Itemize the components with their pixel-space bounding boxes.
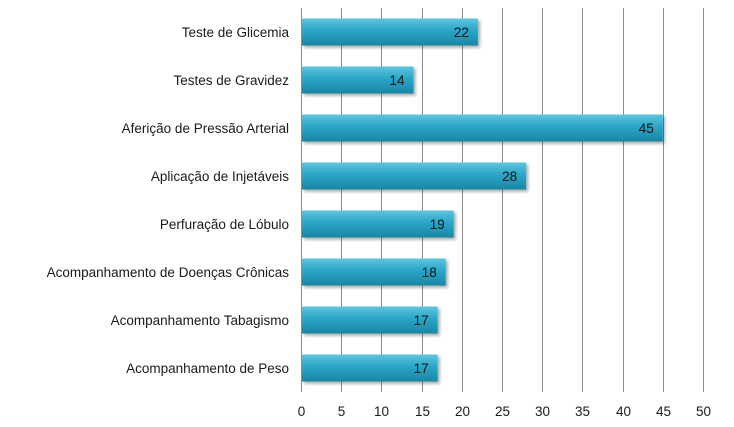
data-label: 17 [414,361,429,376]
x-axis-tick-labels: 0 5 10 15 20 25 30 35 40 45 50 [298,404,711,419]
bar [302,210,454,238]
x-tick-label: 50 [696,404,711,419]
x-tick-label: 25 [495,404,510,419]
bar [302,162,527,190]
bars: 22 14 45 28 19 18 17 17 [302,18,663,382]
bar [302,114,663,142]
category-label: Acompanhamento Tabagismo [111,313,289,328]
x-tick-label: 20 [455,404,470,419]
category-labels: Teste de Glicemia Testes de Gravidez Aferi… [47,25,290,376]
bar [302,258,446,286]
data-label: 18 [422,265,437,280]
category-label: Aplicação de Injetáveis [151,169,289,184]
data-label: 17 [414,313,429,328]
x-tick-label: 45 [656,404,671,419]
data-label: 45 [639,121,654,136]
category-label: Teste de Glicemia [182,25,290,40]
x-tick-label: 35 [575,404,590,419]
bar [302,306,438,334]
data-label: 14 [390,73,406,88]
bar [302,354,438,382]
category-label: Acompanhamento de Doenças Crônicas [47,265,290,280]
x-tick-label: 40 [616,404,631,419]
x-tick-label: 0 [298,404,306,419]
data-label: 22 [454,25,469,40]
data-label: 19 [430,217,445,232]
bar [302,66,414,94]
data-label: 28 [502,169,517,184]
category-label: Testes de Gravidez [173,73,289,88]
x-tick-label: 15 [415,404,430,419]
category-label: Perfuração de Lóbulo [160,217,289,232]
x-tick-label: 10 [374,404,389,419]
x-tick-label: 30 [535,404,550,419]
gridlines [301,8,704,392]
x-tick-label: 5 [338,404,346,419]
category-label: Aferição de Pressão Arterial [122,121,289,136]
bar [302,18,478,46]
category-label: Acompanhamento de Peso [126,361,289,376]
